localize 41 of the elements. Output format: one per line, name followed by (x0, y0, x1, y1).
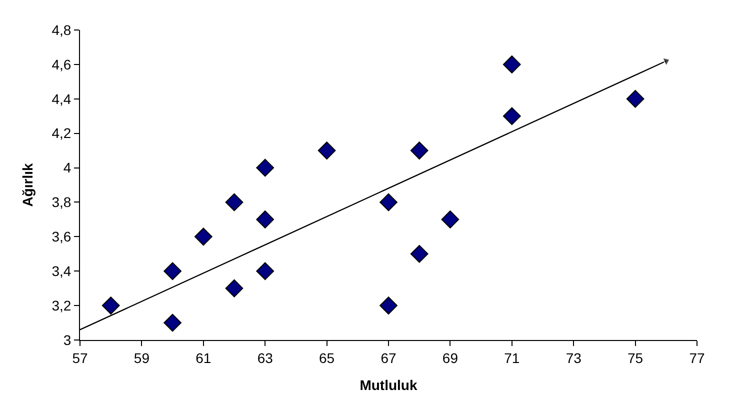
point (410, 142, 428, 160)
x-tick-label: 63 (257, 350, 274, 366)
y-axis-title: Ağırlık (19, 163, 36, 207)
point (256, 262, 274, 280)
point (102, 296, 120, 315)
point (225, 279, 244, 298)
x-tick-label: 61 (196, 350, 212, 366)
y-tick-label: 3,2 (52, 297, 72, 314)
point (410, 244, 428, 263)
point (164, 314, 182, 332)
point (380, 193, 398, 212)
point (380, 296, 398, 315)
x-axis-title: Mutluluk (360, 377, 418, 394)
x-tick-label: 75 (628, 350, 644, 366)
x-tick-label: 71 (504, 350, 520, 366)
point (256, 158, 274, 177)
x-tick-label: 59 (134, 350, 150, 366)
point (194, 228, 212, 246)
y-tick-label: 3,4 (52, 263, 72, 280)
x-tick-label: 69 (442, 350, 458, 366)
point (225, 193, 244, 212)
point (502, 107, 521, 126)
point (502, 55, 521, 74)
point (318, 142, 336, 160)
x-tick-label: 65 (319, 350, 335, 366)
y-tick-label: 4,2 (52, 125, 72, 142)
point (164, 262, 182, 280)
y-tick-label: 3,8 (52, 194, 72, 210)
x-tick-label: 67 (380, 350, 396, 366)
y-tick-label: 4 (63, 160, 72, 176)
y-tick-label: 4,4 (52, 90, 72, 107)
point (626, 90, 644, 108)
point (256, 210, 274, 228)
y-tick-label: 4,6 (52, 56, 72, 72)
y-tick-label: 3 (63, 332, 72, 348)
x-tick-label: 57 (72, 350, 88, 366)
point (441, 210, 460, 228)
y-tick-label: 4,8 (52, 22, 72, 38)
x-tick-label: 77 (689, 350, 705, 366)
x-tick-label: 73 (566, 350, 582, 366)
y-tick-label: 3,6 (52, 228, 72, 245)
